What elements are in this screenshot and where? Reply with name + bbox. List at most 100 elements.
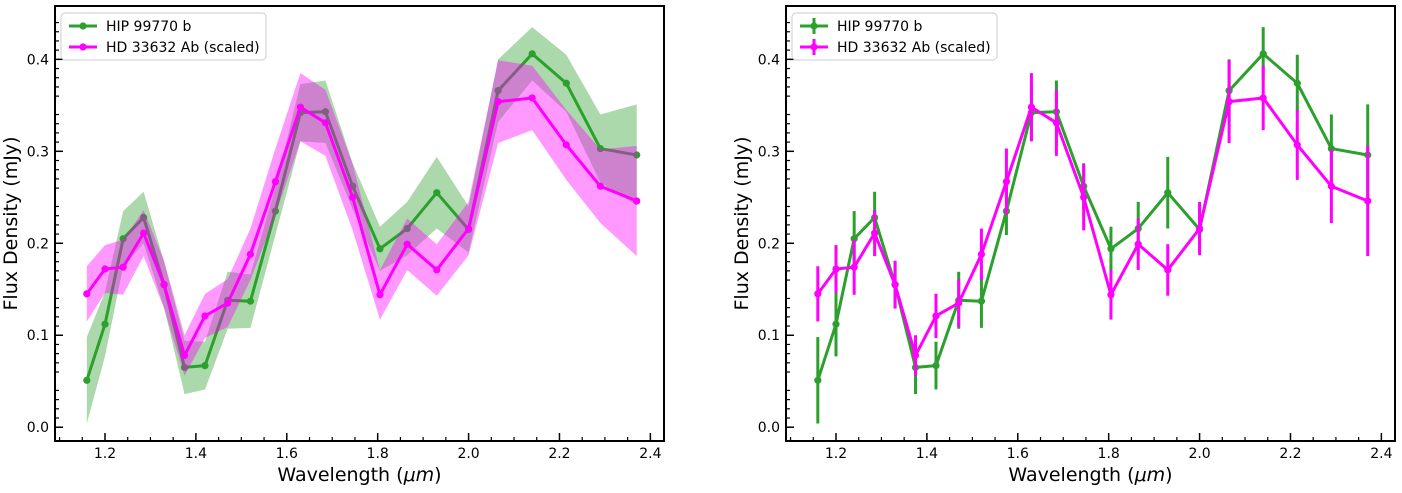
data-point bbox=[1164, 189, 1172, 197]
legend-entry-1: HIP 99770 b bbox=[800, 18, 923, 35]
data-point bbox=[321, 108, 330, 116]
y-tick-label: 0.4 bbox=[758, 52, 780, 68]
data-point bbox=[1052, 119, 1061, 127]
data-point bbox=[180, 363, 189, 372]
y-tick-label: 0.3 bbox=[27, 144, 49, 160]
data-point bbox=[596, 144, 604, 153]
data-point bbox=[349, 193, 357, 201]
data-point bbox=[433, 189, 441, 197]
data-point bbox=[633, 151, 641, 159]
data-point bbox=[403, 224, 411, 233]
data-point bbox=[850, 263, 858, 271]
data-point bbox=[376, 291, 384, 299]
data-point bbox=[1134, 240, 1142, 248]
data-point bbox=[180, 351, 189, 360]
x-tick-label: 2.2 bbox=[548, 446, 570, 462]
x-tick-label: 1.6 bbox=[1007, 446, 1029, 462]
data-point bbox=[977, 250, 986, 258]
series-line bbox=[85, 52, 637, 381]
data-point bbox=[1259, 50, 1267, 58]
axes-frame bbox=[785, 5, 1396, 442]
legend-label: HD 33632 Ab (scaled) bbox=[106, 40, 260, 56]
data-point bbox=[1080, 193, 1088, 201]
data-point bbox=[832, 265, 840, 273]
data-point bbox=[201, 312, 209, 320]
data-point bbox=[1164, 266, 1172, 274]
data-point bbox=[271, 178, 280, 186]
x-tick-label: 2.2 bbox=[1279, 446, 1301, 462]
data-point bbox=[562, 141, 570, 149]
series-2 bbox=[814, 60, 1372, 376]
data-point bbox=[1327, 144, 1335, 153]
x-tick-label: 2.4 bbox=[639, 446, 661, 462]
legend-entry-2: HD 33632 Ab (scaled) bbox=[69, 40, 260, 56]
series-2 bbox=[83, 60, 641, 376]
chart-panel-2: 1.2 1.4 1.6 1.8 2.0 2.2 2.4 0.0 0.1 0.2 0.3 0.4 Wave… bbox=[731, 5, 1396, 486]
y-tick-label: 0.0 bbox=[27, 420, 49, 436]
y-tick-label: 0.1 bbox=[27, 328, 49, 344]
legend-label: HD 33632 Ab (scaled) bbox=[837, 40, 991, 56]
data-point bbox=[101, 265, 109, 273]
legend-box bbox=[60, 12, 267, 61]
data-point bbox=[433, 266, 441, 274]
y-tick-label: 0.2 bbox=[27, 236, 49, 252]
data-point bbox=[596, 182, 604, 190]
data-point bbox=[814, 376, 822, 384]
x-tick-label: 1.6 bbox=[276, 446, 298, 462]
data-point bbox=[83, 290, 91, 298]
data-point bbox=[850, 235, 858, 243]
y-tick-label: 0.4 bbox=[27, 52, 49, 68]
data-point bbox=[1259, 94, 1267, 102]
legend: HIP 99770 b HD 33632 Ab (scaled) bbox=[60, 12, 267, 61]
series-line bbox=[85, 96, 638, 357]
data-point bbox=[932, 361, 940, 370]
y-tick-label: 0.2 bbox=[758, 236, 780, 252]
y-tick-label: 0.0 bbox=[758, 420, 780, 436]
x-tick-label: 1.2 bbox=[825, 446, 847, 462]
data-point bbox=[1293, 141, 1301, 149]
data-point bbox=[464, 224, 473, 233]
data-point bbox=[201, 361, 209, 370]
data-point bbox=[1107, 291, 1115, 299]
data-point bbox=[1195, 224, 1204, 233]
x-tick-label: 2.0 bbox=[457, 446, 479, 462]
y-axis-label: Flux Density (mJy) bbox=[731, 137, 753, 311]
data-point bbox=[296, 103, 305, 111]
data-point bbox=[140, 229, 148, 237]
legend-label: HIP 99770 b bbox=[106, 19, 192, 35]
data-point bbox=[1027, 103, 1036, 111]
data-point bbox=[160, 281, 168, 289]
legend-marker bbox=[79, 22, 87, 30]
data-point bbox=[562, 79, 570, 87]
data-point bbox=[140, 213, 148, 222]
legend-entry-1: HIP 99770 b bbox=[69, 19, 192, 35]
chart-panel-1: 1.2 1.4 1.6 1.8 2.0 2.2 2.4 0.0 0.1 0.2 0.3 0.4 Wave… bbox=[0, 5, 665, 486]
x-axis-label: Wavelength (μm) bbox=[1008, 464, 1172, 486]
x-tick-label: 2.0 bbox=[1188, 446, 1210, 462]
data-point bbox=[403, 240, 411, 248]
legend-box bbox=[791, 12, 998, 61]
data-point bbox=[494, 98, 502, 106]
data-point bbox=[376, 245, 384, 253]
data-point bbox=[119, 235, 127, 243]
x-tick-label: 1.4 bbox=[185, 446, 207, 462]
data-point bbox=[911, 351, 920, 360]
data-point bbox=[119, 263, 127, 271]
data-point bbox=[1327, 182, 1335, 190]
data-point bbox=[246, 297, 255, 305]
x-tick-label: 1.2 bbox=[94, 446, 116, 462]
data-point bbox=[1364, 197, 1372, 205]
x-tick-label: 1.4 bbox=[916, 446, 938, 462]
error-band bbox=[86, 60, 637, 376]
legend-label: HIP 99770 b bbox=[837, 19, 923, 35]
legend-marker bbox=[810, 22, 818, 30]
data-point bbox=[832, 320, 840, 328]
y-axis-label: Flux Density (mJy) bbox=[0, 137, 22, 311]
data-point bbox=[494, 87, 502, 95]
data-point bbox=[1107, 245, 1115, 253]
y-tick-label: 0.1 bbox=[758, 328, 780, 344]
data-point bbox=[871, 229, 879, 237]
data-point bbox=[271, 207, 280, 215]
data-point bbox=[955, 299, 963, 307]
